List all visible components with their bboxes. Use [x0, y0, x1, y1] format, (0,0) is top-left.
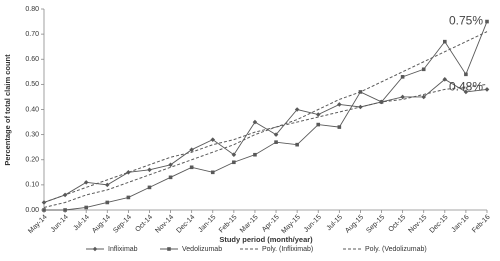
x-tick-label: Oct-14: [134, 214, 154, 234]
marker: [231, 152, 237, 158]
y-tick-label: 0.00: [25, 207, 39, 214]
x-axis-title: Study period (month/year): [219, 235, 313, 244]
marker: [400, 94, 405, 100]
y-tick-label: 0.40: [25, 106, 39, 113]
marker: [421, 94, 427, 100]
annotation: 0.48%: [449, 80, 483, 94]
marker: [421, 67, 426, 72]
series-line: [43, 78, 488, 203]
marker: [42, 208, 46, 212]
y-tick-label: 0.20: [25, 157, 39, 164]
y-tick-label: 0.80: [25, 6, 39, 13]
marker: [252, 119, 258, 125]
y-tick-label: 0.60: [25, 56, 39, 63]
legend-label: Infliximab: [108, 246, 138, 253]
x-tick-label: Nov-14: [154, 214, 175, 235]
marker: [210, 170, 215, 175]
marker: [273, 132, 279, 137]
marker: [274, 140, 278, 144]
marker: [189, 147, 194, 152]
marker: [484, 87, 490, 92]
marker: [105, 200, 110, 205]
y-tick-label: 0.30: [25, 131, 39, 138]
y-tick-label: 0.10: [25, 182, 39, 189]
x-tick-label: Jul-15: [326, 214, 345, 233]
marker: [147, 185, 152, 190]
x-tick-label: Apr-15: [261, 214, 281, 234]
marker: [189, 165, 194, 170]
legend-label: Vedolizumab: [182, 246, 222, 253]
marker: [463, 89, 469, 95]
marker: [315, 112, 321, 117]
x-tick-label: Jun-15: [303, 214, 323, 234]
x-tick-label: Mar-15: [239, 214, 260, 235]
x-tick-label: May-15: [280, 214, 302, 236]
marker: [84, 205, 88, 210]
marker: [63, 208, 67, 212]
x-tick-label: Jun-14: [50, 214, 70, 234]
x-tick-label: Dec-15: [429, 214, 450, 235]
x-tick-label: Nov-15: [408, 214, 429, 235]
marker: [442, 77, 448, 82]
marker: [92, 246, 98, 252]
y-tick-label: 0.70: [25, 31, 39, 38]
marker: [167, 247, 171, 251]
series-line: [44, 21, 488, 211]
marker: [104, 182, 110, 188]
x-tick-label: Oct-15: [388, 214, 408, 234]
marker: [147, 167, 152, 173]
marker: [316, 122, 321, 127]
marker: [464, 72, 468, 77]
x-tick-label: Sep-15: [365, 214, 386, 235]
marker: [83, 180, 89, 185]
marker: [295, 142, 299, 147]
y-axis-title: Percentage of total claim count: [3, 54, 12, 166]
trend-line: [43, 31, 488, 208]
marker: [126, 170, 131, 175]
y-tick-label: 0.50: [25, 81, 39, 88]
x-tick-label: May-14: [27, 214, 49, 236]
marker: [126, 195, 131, 200]
x-tick-label: Aug-15: [344, 214, 365, 235]
marker: [400, 75, 405, 79]
marker: [485, 19, 489, 24]
marker: [294, 107, 300, 112]
x-tick-label: Aug-14: [91, 214, 112, 235]
x-tick-label: Jan-15: [197, 214, 217, 234]
trend-line: [43, 83, 488, 203]
x-tick-label: Jul-14: [72, 214, 91, 233]
marker: [232, 160, 236, 165]
marker: [253, 152, 257, 157]
marker: [168, 162, 173, 168]
marker: [337, 102, 342, 107]
x-tick-label: Dec-14: [175, 214, 196, 235]
x-tick-label: Jan-16: [451, 214, 471, 234]
annotation: 0.75%: [449, 14, 483, 28]
marker: [337, 125, 342, 129]
marker: [168, 175, 173, 180]
marker: [443, 39, 447, 44]
x-tick-label: Feb-15: [218, 214, 239, 235]
marker: [210, 137, 216, 142]
x-tick-label: Sep-14: [112, 214, 133, 235]
x-tick-label: Feb-16: [471, 214, 492, 235]
legend-label: Poly. (Vedolizumab): [365, 246, 427, 253]
legend-label: Poly. (Infliximab): [262, 246, 313, 253]
